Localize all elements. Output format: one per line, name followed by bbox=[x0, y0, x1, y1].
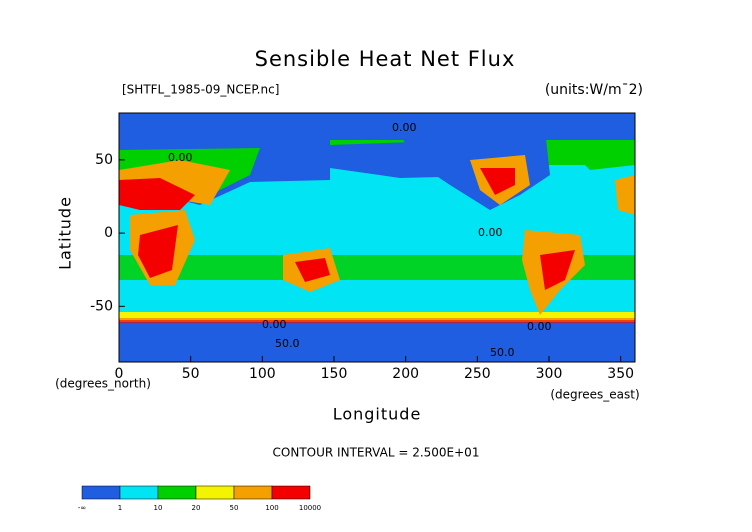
map-field bbox=[119, 113, 635, 362]
colorbar-swatch bbox=[271, 485, 311, 500]
contour-label: 50.0 bbox=[275, 337, 300, 350]
contour-label: 50.0 bbox=[490, 346, 515, 359]
colorbar-swatch bbox=[195, 485, 235, 500]
contour-interval: CONTOUR INTERVAL = 2.500E+01 bbox=[273, 446, 480, 460]
units-label: (units:W/m¯2) bbox=[545, 82, 643, 98]
y-axis-label: Latitude bbox=[56, 196, 75, 270]
x-tick-label: 0 bbox=[115, 366, 124, 382]
colorbar-swatch bbox=[157, 485, 197, 500]
colorbar-label: 100 bbox=[265, 504, 278, 512]
contour-label: 0.00 bbox=[262, 318, 287, 331]
contour-label: 0.00 bbox=[392, 121, 417, 134]
chart-title: Sensible Heat Net Flux bbox=[255, 47, 516, 71]
colorbar-swatch bbox=[233, 485, 273, 500]
y-unit-label: (degrees_north) bbox=[55, 377, 151, 391]
x-tick-label: 50 bbox=[182, 366, 200, 382]
contour-label: 0.00 bbox=[168, 151, 193, 164]
x-tick-label: 300 bbox=[536, 366, 563, 382]
colorbar-swatch bbox=[81, 485, 121, 500]
x-axis-label: Longitude bbox=[333, 405, 422, 424]
colorbar-label: 10000 bbox=[299, 504, 321, 512]
y-tick-label: 0 bbox=[104, 225, 113, 241]
y-tick-label: 50 bbox=[95, 152, 113, 168]
x-tick-label: 350 bbox=[607, 366, 634, 382]
x-unit-label: (degrees_east) bbox=[550, 388, 639, 402]
x-tick-label: 100 bbox=[249, 366, 276, 382]
x-tick-label: 200 bbox=[392, 366, 419, 382]
y-tick-label: -50 bbox=[90, 298, 113, 314]
contour-label: 0.00 bbox=[527, 320, 552, 333]
file-label: [SHTFL_1985-09_NCEP.nc] bbox=[122, 83, 279, 97]
colorbar-label: 10 bbox=[154, 504, 163, 512]
x-tick-label: 150 bbox=[321, 366, 348, 382]
colorbar-label: 1 bbox=[118, 504, 122, 512]
colorbar-swatch bbox=[119, 485, 159, 500]
x-tick-label: 250 bbox=[464, 366, 491, 382]
plot-frame bbox=[118, 112, 636, 363]
contour-label: 0.00 bbox=[478, 226, 503, 239]
colorbar-label: 50 bbox=[230, 504, 239, 512]
colorbar-label: 20 bbox=[192, 504, 201, 512]
colorbar-label: -∞ bbox=[78, 504, 86, 512]
